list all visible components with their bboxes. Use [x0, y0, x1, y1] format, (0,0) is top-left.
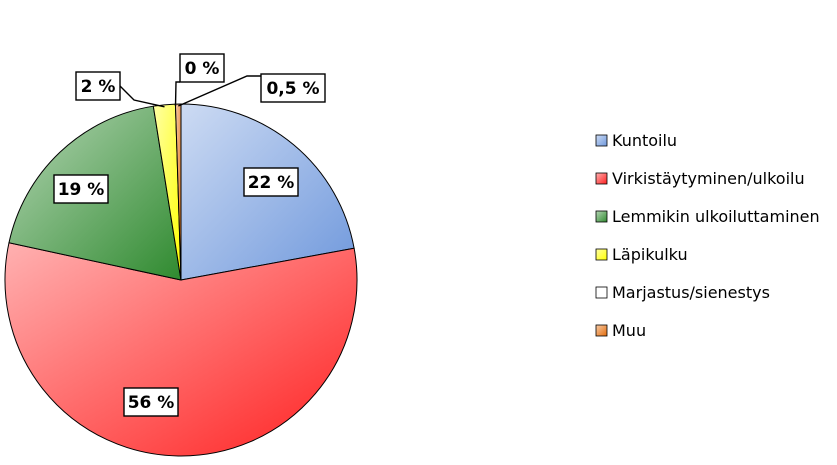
data-label-marjastus-sienestys: 0 %: [185, 59, 220, 79]
legend-label-kuntoilu: Kuntoilu: [612, 131, 677, 150]
leader-lines: [119, 75, 261, 108]
leader-line-muu: [178, 75, 261, 107]
leader-line-l-pikulku: [119, 85, 165, 108]
legend-label-muu: Muu: [612, 321, 646, 340]
data-labels: 22 % 56 % 19 % 2 % 0 % 0,5 %: [53, 53, 326, 417]
data-label-box-lemmikin-ulkoiluttaminen: [53, 174, 109, 204]
data-label-box-marjastus-sienestys: [179, 53, 225, 83]
legend-swatch-kuntoilu: [595, 134, 608, 147]
legend-label-l-pikulku: Läpikulku: [612, 245, 688, 264]
legend-label-marjastus-sienestys: Marjastus/sienestys: [612, 283, 770, 302]
legend-swatch-muu: [595, 324, 608, 337]
data-label-box-kuntoilu: [243, 167, 299, 197]
data-label-kuntoilu: 22 %: [248, 173, 295, 193]
data-label-lemmikin-ulkoiluttaminen: 19 %: [58, 180, 105, 200]
data-label-box-virkist-ytyminen-ulkoilu: [123, 387, 179, 417]
data-label-box-l-pikulku: [75, 71, 121, 101]
legend-label-virkist-ytyminen-ulkoilu: Virkistäytyminen/ulkoilu: [612, 169, 805, 188]
pie-slices: [4, 103, 358, 457]
slice-virkist-ytyminen-ulkoilu: [4, 242, 358, 457]
legend-swatch-lemmikin-ulkoiluttaminen: [595, 210, 608, 223]
legend-swatch-marjastus-sienestys: [595, 286, 608, 299]
legend-swatch-l-pikulku: [595, 248, 608, 261]
data-label-muu: 0,5 %: [266, 79, 319, 99]
leader-line-marjastus-sienestys: [174, 81, 180, 107]
legend: Kuntoilu Virkistäytyminen/ulkoilu Lemmikin…: [595, 131, 820, 340]
legend-swatch-virkist-ytyminen-ulkoilu: [595, 172, 608, 185]
data-label-box-muu: [260, 73, 326, 103]
legend-label-lemmikin-ulkoiluttaminen: Lemmikin ulkoiluttaminen: [612, 207, 820, 226]
data-label-virkist-ytyminen-ulkoilu: 56 %: [128, 393, 175, 413]
data-label-l-pikulku: 2 %: [81, 77, 116, 97]
